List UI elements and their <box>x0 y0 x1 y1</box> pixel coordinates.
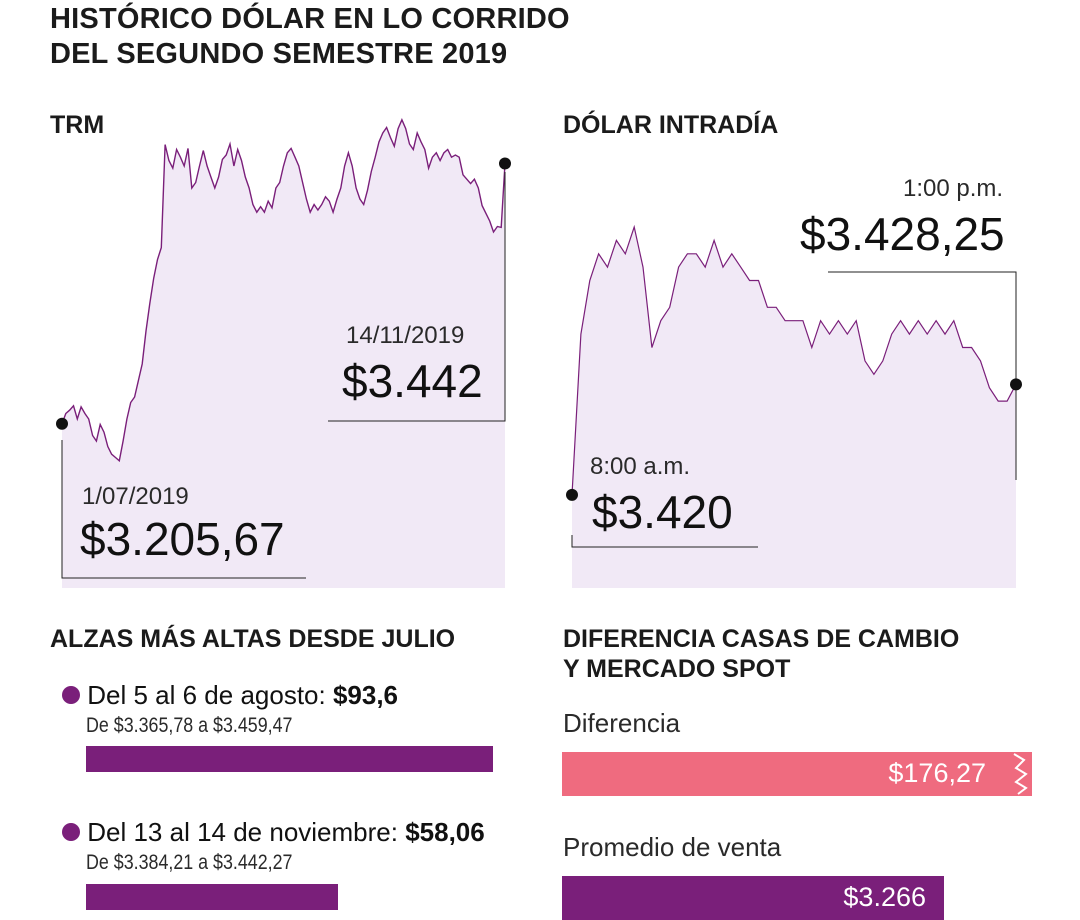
alza-item-2-bar <box>86 884 338 910</box>
intraday-end-value: $3.428,25 <box>800 208 1005 260</box>
casas-title-line2: Y MERCADO SPOT <box>563 655 791 683</box>
alza-item-1-value: $93,6 <box>332 680 399 710</box>
trm-chart <box>56 118 511 589</box>
diferencia-bar: $176,27 <box>562 752 1032 796</box>
trm-start-leader <box>61 440 306 579</box>
bullet-icon <box>62 823 80 841</box>
trm-series-line <box>61 118 506 463</box>
trm-start-value: $3.205,67 <box>80 513 285 565</box>
trm-start-point <box>56 417 68 430</box>
diferencia-value: $176,27 <box>888 758 986 788</box>
alza-item-2-range: De $3.384,21 a $3.442,27 <box>86 851 293 874</box>
intraday-start-value: $3.420 <box>592 486 733 538</box>
trm-end-leader <box>328 172 506 422</box>
alza-item-2-label: Del 13 al 14 de noviembre: <box>87 817 406 847</box>
break-zigzag-icon <box>1013 753 1028 795</box>
trm-end-point <box>499 157 511 170</box>
alzas-title: ALZAS MÁS ALTAS DESDE JULIO <box>50 625 456 653</box>
main-title: HISTÓRICO DÓLAR EN LO CORRIDO DEL SEGUND… <box>50 2 570 72</box>
intraday-start-point <box>566 488 578 501</box>
intraday-chart <box>566 224 1022 588</box>
intraday-end-time: 1:00 p.m. <box>903 175 1004 202</box>
intraday-area-fill <box>572 227 1016 588</box>
intraday-title: DÓLAR INTRADÍA <box>563 111 779 139</box>
intraday-end-leader <box>828 271 1017 480</box>
alza-item-2-value: $58,06 <box>405 817 485 847</box>
main-title-line1: HISTÓRICO DÓLAR EN LO CORRIDO <box>50 3 570 35</box>
casas-title-line1: DIFERENCIA CASAS DE CAMBIO <box>563 625 960 653</box>
intraday-start-time: 8:00 a.m. <box>590 453 691 480</box>
promedio-value: $3.266 <box>843 882 926 912</box>
trm-title: TRM <box>50 111 105 139</box>
promedio-label: Promedio de venta <box>563 832 782 862</box>
alza-item-1-label: Del 5 al 6 de agosto: <box>87 680 333 710</box>
alza-item-1-bar <box>86 746 493 772</box>
alza-item-1-range: De $3.365,78 a $3.459,47 <box>86 714 293 737</box>
promedio-bar: $3.266 <box>562 876 944 920</box>
main-title-line2: DEL SEGUNDO SEMESTRE 2019 <box>50 38 508 70</box>
diferencia-label: Diferencia <box>563 708 681 738</box>
alza-item-2: Del 13 al 14 de noviembre: $58,06 <box>62 817 485 848</box>
trm-area-fill <box>62 119 505 589</box>
bullet-icon <box>62 686 80 704</box>
intraday-series-line <box>571 224 1017 495</box>
trm-start-date: 1/07/2019 <box>82 483 189 510</box>
casas-title: DIFERENCIA CASAS DE CAMBIO Y MERCADO SPO… <box>563 624 959 684</box>
intraday-end-point <box>1010 378 1022 391</box>
trm-end-value: $3.442 <box>342 355 483 407</box>
intraday-start-leader <box>571 535 758 548</box>
alza-item-1: Del 5 al 6 de agosto: $93,6 <box>62 680 398 711</box>
trm-end-date: 14/11/2019 <box>346 322 465 349</box>
